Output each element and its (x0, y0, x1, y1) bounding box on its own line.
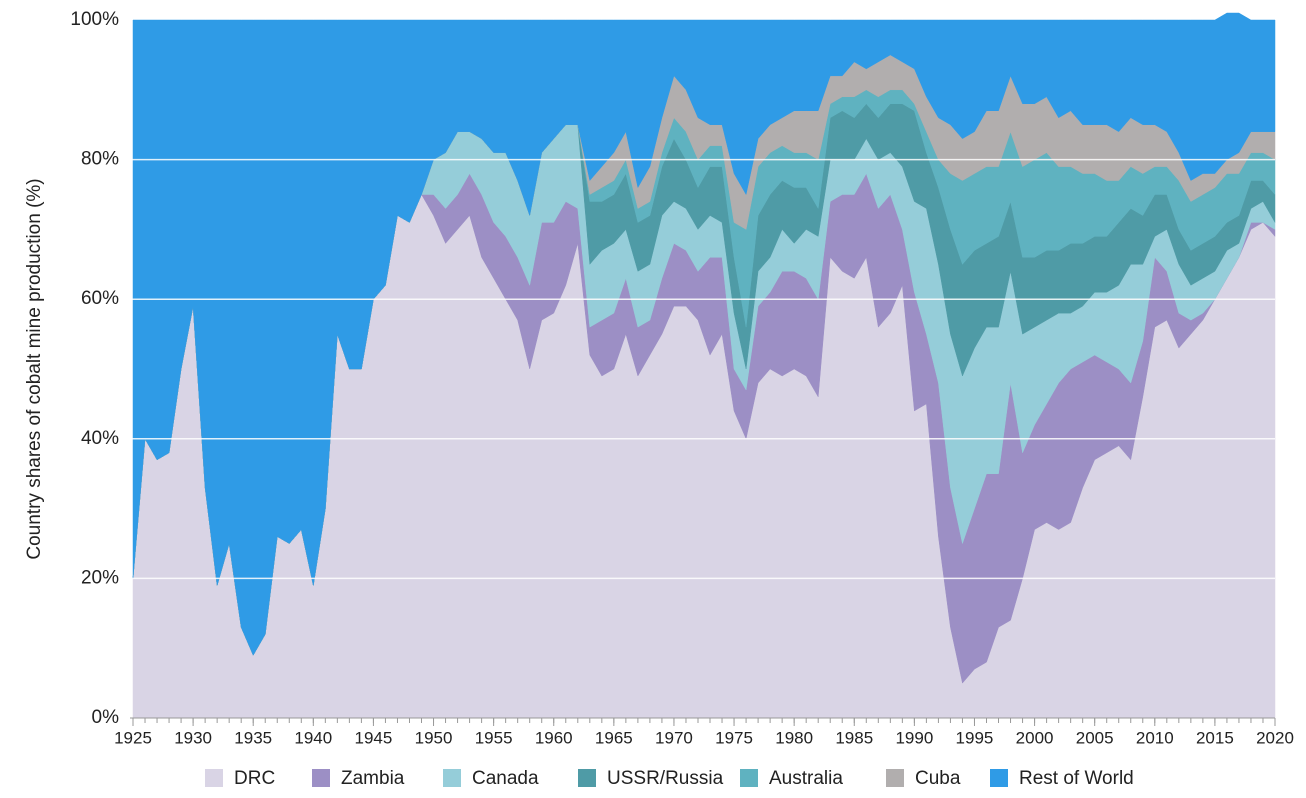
x-tick-label: 1960 (535, 728, 573, 747)
y-tick-label: 60% (81, 288, 119, 309)
legend-label: Cuba (915, 768, 961, 789)
legend-swatch (443, 769, 461, 787)
x-tick-label: 2000 (1016, 728, 1054, 747)
legend-label: Australia (769, 768, 843, 789)
x-tick-label: 1990 (895, 728, 933, 747)
legend-swatch (886, 769, 904, 787)
y-tick-label: 0% (92, 707, 120, 728)
legend-swatch (312, 769, 330, 787)
x-tick-label: 1940 (294, 728, 332, 747)
x-tick-label: 1980 (775, 728, 813, 747)
x-tick-label: 2010 (1136, 728, 1174, 747)
legend-label: Zambia (341, 768, 405, 789)
x-tick-label: 1995 (956, 728, 994, 747)
legend-label: DRC (234, 768, 275, 789)
x-tick-label: 2005 (1076, 728, 1114, 747)
y-tick-label: 40% (81, 428, 119, 449)
x-tick-label: 2020 (1256, 728, 1294, 747)
x-tick-label: 1925 (114, 728, 152, 747)
x-tick-label: 1985 (835, 728, 873, 747)
legend-swatch (740, 769, 758, 787)
x-tick-label: 1965 (595, 728, 633, 747)
x-tick-label: 1945 (355, 728, 393, 747)
area (132, 12, 1276, 656)
x-tick-label: 1955 (475, 728, 513, 747)
legend-label: Rest of World (1019, 768, 1134, 789)
x-tick-label: 1930 (174, 728, 212, 747)
legend-swatch (990, 769, 1008, 787)
y-tick-label: 100% (70, 9, 119, 30)
legend-swatch (205, 769, 223, 787)
x-tick-label: 1970 (655, 728, 693, 747)
legend-swatch (578, 769, 596, 787)
y-tick-label: 80% (81, 149, 119, 170)
legend-label: USSR/Russia (607, 768, 724, 789)
x-tick-label: 1935 (234, 728, 272, 747)
legend-label: Canada (472, 768, 539, 789)
x-tick-label: 1975 (715, 728, 753, 747)
x-tick-label: 2015 (1196, 728, 1234, 747)
y-axis-label: Country shares of cobalt mine production… (24, 178, 45, 559)
y-tick-label: 20% (81, 567, 119, 588)
x-tick-label: 1950 (415, 728, 453, 747)
